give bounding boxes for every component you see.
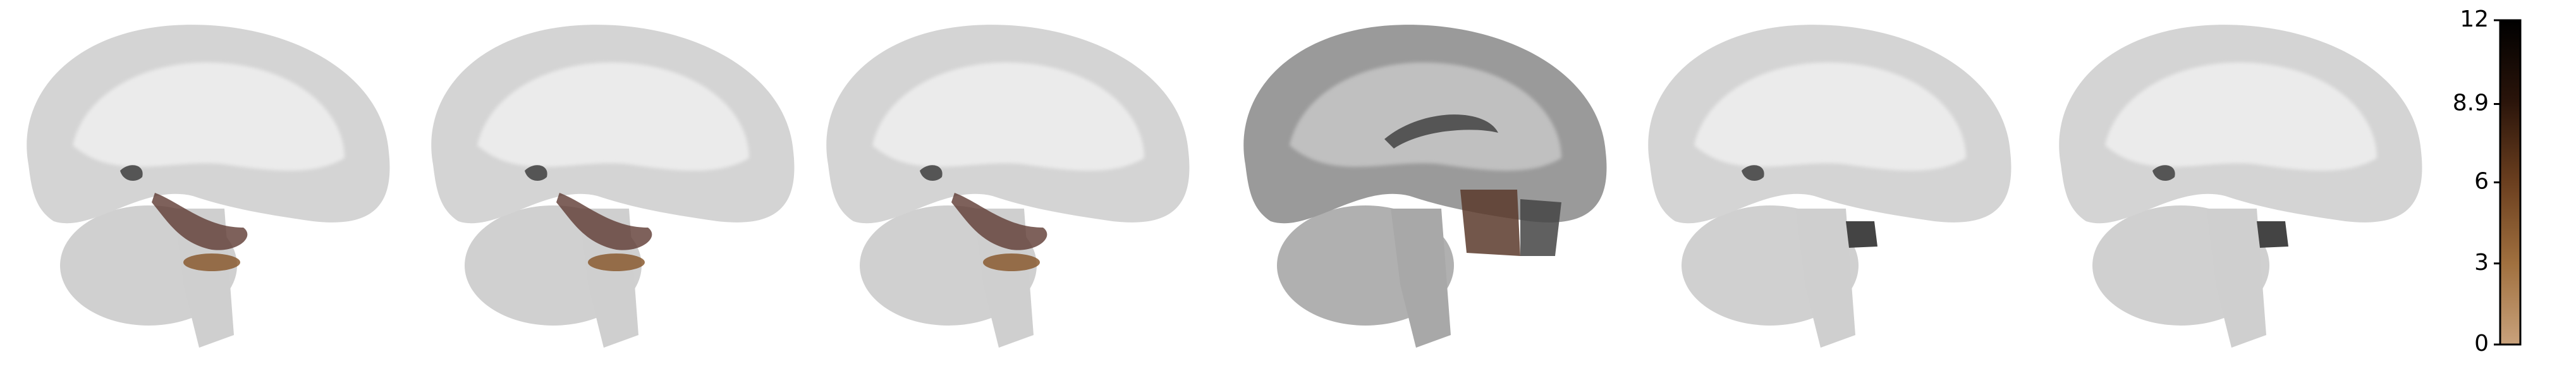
- white-matter: [477, 62, 749, 171]
- overlay: [1520, 199, 1561, 256]
- overlay: [951, 193, 1047, 250]
- brain-slice: [27, 25, 390, 348]
- white-matter: [1694, 62, 1966, 171]
- brain-slices: [27, 25, 2422, 348]
- overlay: [1846, 221, 1877, 248]
- overlay: [1460, 190, 1520, 256]
- white-matter: [73, 62, 345, 171]
- brainstem: [2206, 209, 2266, 348]
- white-matter: [2105, 62, 2377, 171]
- ventricle: [1742, 165, 1764, 181]
- ventricle: [525, 165, 547, 181]
- overlay: [556, 193, 652, 250]
- tick-label: 3: [2474, 250, 2489, 276]
- overlay: [183, 253, 240, 271]
- overlay: [152, 193, 248, 250]
- tick-label: 0: [2474, 331, 2489, 357]
- ventricle: [2152, 165, 2175, 181]
- brain-slice: [1648, 25, 2011, 348]
- tick-label: 6: [2474, 169, 2489, 195]
- ventricle: [1384, 114, 1498, 149]
- overlay: [2257, 221, 2288, 248]
- tick-label: 8.9: [2453, 90, 2489, 116]
- brain-slice: [431, 25, 795, 348]
- brain-slice: [2059, 25, 2422, 348]
- white-matter: [872, 62, 1144, 171]
- tick-label: 12: [2460, 6, 2489, 32]
- brainstem: [1795, 209, 1855, 348]
- ventricle: [920, 165, 943, 181]
- brain-slice: [1243, 25, 1607, 348]
- ventricle: [120, 165, 143, 181]
- white-matter: [1290, 62, 1561, 171]
- colorbar: [2499, 19, 2522, 346]
- brain-slice: [826, 25, 1190, 348]
- brainstem: [1391, 209, 1451, 348]
- overlay: [983, 253, 1040, 271]
- overlay: [588, 253, 645, 271]
